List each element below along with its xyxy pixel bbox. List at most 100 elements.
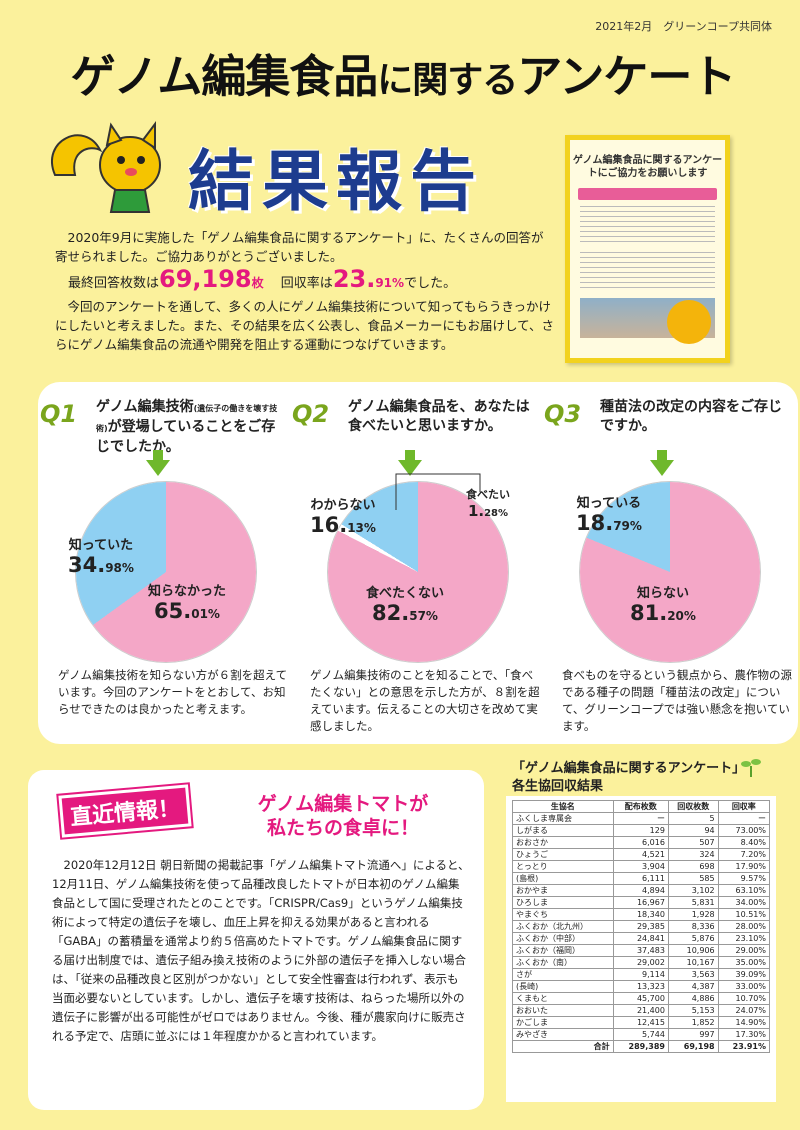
news-body-text: 2020年12月12日 朝日新聞の掲載記事「ゲノム編集トマト流通へ」によると、1… bbox=[52, 858, 470, 1043]
q3-known-label: 知っている bbox=[576, 496, 642, 511]
down-arrow-icon bbox=[398, 450, 422, 476]
table-cell: かごしま bbox=[512, 1016, 614, 1029]
news-body: 2020年12月12日 朝日新聞の掲載記事「ゲノム編集トマト流通へ」によると、1… bbox=[52, 856, 470, 1046]
intro-paragraph-2: 今回のアンケートを通して、多くの人にゲノム編集技術について知ってもらうきっかけに… bbox=[55, 299, 555, 352]
q2-description: ゲノム編集技術のことを知ることで、「食べたくない」との意思を示した方が、８割を超… bbox=[310, 668, 540, 733]
q3-pie-chart bbox=[580, 482, 760, 662]
table-cell: ふくおか（福岡） bbox=[512, 944, 614, 957]
table-cell: さが bbox=[512, 968, 614, 981]
table-row: みやざき 5,744 997 17.30% bbox=[512, 1028, 771, 1041]
down-arrow-icon bbox=[650, 450, 674, 476]
q2-badge: Q2 bbox=[292, 400, 330, 428]
table-cell: 3,102 bbox=[667, 884, 719, 897]
table-cell: みやざき bbox=[512, 1028, 614, 1041]
news-title: ゲノム編集トマトが 私たちの食卓に！ bbox=[218, 792, 468, 840]
table-title-line2: 各生協回収結果 bbox=[512, 779, 604, 794]
table-cell: 3,904 bbox=[612, 860, 669, 873]
main-title-part2: に関する bbox=[377, 60, 518, 101]
survey-flyer-image: ゲノム編集食品に関するアンケートにご協力をお願いします bbox=[565, 135, 730, 363]
table-header: 配布枚数 bbox=[612, 800, 669, 813]
q2-dontwant-int: 82. bbox=[372, 601, 410, 625]
table-cell: 17.90% bbox=[717, 860, 771, 873]
table-cell: 18,340 bbox=[612, 908, 669, 921]
q3-unknown-dec: 20% bbox=[667, 609, 696, 623]
q2-dontwant-label: 食べたくない bbox=[366, 586, 445, 601]
table-cell: 585 bbox=[667, 872, 719, 885]
table-cell: 37,483 bbox=[612, 944, 669, 957]
squirrel-mascot-icon bbox=[51, 121, 161, 213]
q1-known-label: 知っていた bbox=[68, 538, 134, 553]
q1-unknown-int: 65. bbox=[154, 599, 192, 623]
stats-rate-label: 回収率は bbox=[280, 276, 333, 291]
intro-paragraph-1: 2020年9月に実施した「ゲノム編集食品に関するアンケート」に、たくさんの回答が… bbox=[55, 230, 544, 264]
table-body: ふくしま専属会ー 5 ーしがまる 129 94 73.00% おおさか 6,016 507 8.4… bbox=[512, 812, 771, 1053]
table-header-row: 生協名 配布枚数 回収枚数 回収率 bbox=[512, 800, 771, 813]
q3-slice-label-unknown: 知らない 81.20% bbox=[630, 582, 696, 625]
table-row: おおさか 6,016 507 8.40% bbox=[512, 836, 771, 849]
news-box: 直近情報！ ゲノム編集トマトが 私たちの食卓に！ 2020年12月12日 朝日新… bbox=[28, 770, 484, 1110]
table-row: ふくおか（南） 29,002 10,167 35.00% bbox=[512, 956, 771, 969]
table-total-cell: 合計 bbox=[512, 1040, 614, 1053]
table-cell: 8,336 bbox=[667, 920, 719, 933]
results-table: 生協名 配布枚数 回収枚数 回収率 ふくしま専属会ー 5 ーしがまる 129 94 73.… bbox=[512, 800, 771, 1053]
q2-pie-chart bbox=[328, 482, 508, 662]
answers-unit: 枚 bbox=[251, 276, 264, 290]
stats-rate-suffix: でした。 bbox=[404, 276, 457, 291]
table-cell: 997 bbox=[667, 1028, 719, 1041]
table-title: 「ゲノム編集食品に関するアンケート」 各生協回収結果 bbox=[512, 760, 745, 796]
table-cell: (長崎) bbox=[512, 980, 614, 993]
q2-want-dec: 28% bbox=[484, 508, 509, 519]
q3-known-dec: 79% bbox=[613, 519, 642, 533]
table-cell: 17.30% bbox=[717, 1028, 771, 1041]
q2-unsure-int: 16. bbox=[310, 513, 348, 537]
table-cell: 5,831 bbox=[667, 896, 719, 909]
news-title-line2: 私たちの食卓に！ bbox=[266, 817, 419, 839]
flyer-band bbox=[578, 188, 717, 200]
table-cell: 45,700 bbox=[612, 992, 669, 1005]
table-cell: 12,415 bbox=[612, 1016, 669, 1029]
table-cell: (島根) bbox=[512, 872, 614, 885]
table-header: 回収枚数 bbox=[667, 800, 719, 813]
table-cell: 324 bbox=[667, 848, 719, 861]
main-title: ゲノム編集食品に関するアンケート bbox=[28, 40, 778, 105]
q3-known-int: 18. bbox=[576, 511, 614, 535]
date-line: 2021年2月 グリーンコープ共同体 bbox=[595, 20, 772, 33]
table-row: ふくおか（北九州） 29,385 8,336 28.00% bbox=[512, 920, 771, 933]
q2-unsure-label: わからない bbox=[310, 498, 376, 513]
table-total-cell: 69,198 bbox=[667, 1040, 719, 1053]
table-cell: 698 bbox=[667, 860, 719, 873]
table-cell: 21,400 bbox=[612, 1004, 669, 1017]
table-cell: 29,385 bbox=[612, 920, 669, 933]
q2-slice-label-want: 食べたい 1.28% bbox=[466, 486, 510, 520]
question-2: Q2 ゲノム編集食品を、あなたは食べたいと思いますか。 わからない 16.13%… bbox=[290, 382, 540, 744]
main-title-part1: ゲノム編集食品 bbox=[70, 50, 379, 103]
table-cell: 5 bbox=[667, 812, 719, 825]
table-cell: とっとり bbox=[512, 860, 614, 873]
table-cell: 10,906 bbox=[667, 944, 719, 957]
table-title-line1: 「ゲノム編集食品に関するアンケート」 bbox=[512, 761, 746, 776]
q1-known-dec: 98% bbox=[105, 561, 134, 575]
table-cell: やまぐち bbox=[512, 908, 614, 921]
table-row: ふくおか（福岡） 37,483 10,906 29.00% bbox=[512, 944, 771, 957]
q2-leader-line bbox=[395, 473, 481, 510]
table-header: 生協名 bbox=[512, 800, 614, 813]
q2-want-label: 食べたい bbox=[466, 488, 510, 501]
table-cell: 63.10% bbox=[717, 884, 771, 897]
table-cell: 1,852 bbox=[667, 1016, 719, 1029]
q2-want-int: 1. bbox=[467, 502, 485, 520]
q3-slice-label-known: 知っている 18.79% bbox=[576, 492, 642, 535]
table-header: 回収率 bbox=[717, 800, 771, 813]
table-row: しがまる 129 94 73.00% bbox=[512, 824, 771, 837]
table-cell: 4,886 bbox=[667, 992, 719, 1005]
table-cell: 6,111 bbox=[612, 872, 669, 885]
table-cell: おおいた bbox=[512, 1004, 614, 1017]
table-cell: しがまる bbox=[512, 824, 614, 837]
q3-unknown-int: 81. bbox=[630, 601, 668, 625]
table-cell: おかやま bbox=[512, 884, 614, 897]
sprout-icon bbox=[741, 759, 761, 777]
table-cell: 94 bbox=[667, 824, 719, 837]
q1-text-small: (遺伝子の働きを壊す技術) bbox=[96, 404, 278, 433]
table-row: ふくしま専属会ー 5 ー bbox=[512, 812, 771, 825]
flyer-title: ゲノム編集食品に関するアンケートにご協力をお願いします bbox=[572, 155, 723, 179]
table-row: おかやま 4,894 3,102 63.10% bbox=[512, 884, 771, 897]
